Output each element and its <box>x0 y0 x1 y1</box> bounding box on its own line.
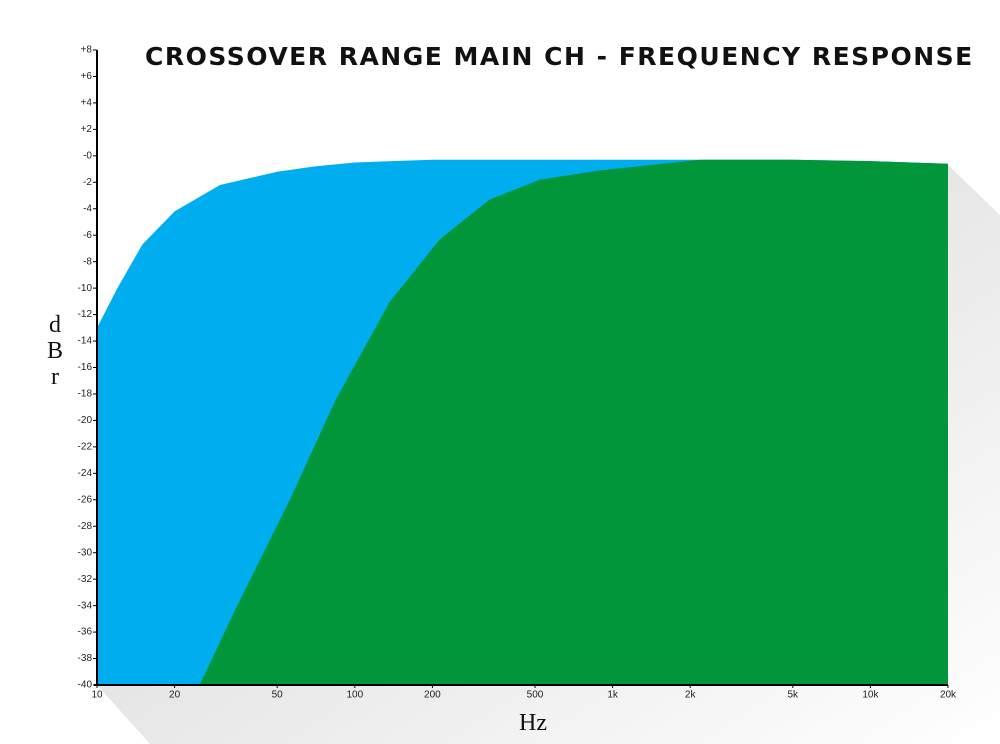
x-tick-label: 1k <box>607 690 619 701</box>
y-tick-label: -22 <box>78 442 93 453</box>
y-tick-label: -14 <box>78 336 93 347</box>
y-tick-label: -26 <box>78 494 93 505</box>
x-tick-label: 20k <box>940 690 957 701</box>
y-tick-label: -30 <box>78 547 93 558</box>
x-tick-label: 10 <box>91 690 103 701</box>
y-tick-label: +4 <box>81 98 93 109</box>
y-tick-label: -38 <box>78 653 93 664</box>
x-tick-label: 5k <box>788 690 800 701</box>
chart-title: CROSSOVER RANGE MAIN CH - FREQUENCY RESP… <box>145 42 974 71</box>
y-tick-label: -24 <box>78 468 93 479</box>
area <box>199 159 949 686</box>
y-tick-label: -10 <box>78 283 93 294</box>
x-tick-label: 10k <box>862 690 879 701</box>
x-axis-label: Hz <box>519 710 547 736</box>
y-tick-label: -6 <box>83 230 92 241</box>
y-tick-label: -4 <box>83 203 92 214</box>
y-axis-label: dBr <box>42 312 68 390</box>
y-tick-label: -2 <box>83 177 92 188</box>
y-tick-label: -0 <box>83 150 92 161</box>
x-tick-label: 2k <box>685 690 697 701</box>
x-tick-label: 50 <box>272 690 284 701</box>
y-tick-label: -32 <box>78 574 93 585</box>
x-tick-label: 100 <box>346 690 363 701</box>
y-tick-label: -18 <box>78 389 93 400</box>
shadow <box>97 165 1000 744</box>
y-tick-label: +2 <box>81 124 93 135</box>
y-tick-label: -8 <box>83 256 92 267</box>
x-tick-label: 200 <box>424 690 441 701</box>
y-tick-label: -28 <box>78 521 93 532</box>
y-tick-label: -20 <box>78 415 93 426</box>
plot-area: +8 +6 +4 +2 -0 -2 -4 -6 -8 -10 -12 -14 -16 -18 -20 -22 -… <box>78 45 958 701</box>
y-tick-label: +8 <box>81 45 93 56</box>
x-tick-label: 500 <box>527 690 544 701</box>
y-tick-label: -16 <box>78 362 93 373</box>
y-tick-label: -34 <box>78 600 93 611</box>
y-tick-label: -40 <box>78 680 93 691</box>
x-tick-label: 20 <box>169 690 181 701</box>
y-tick-label: -36 <box>78 627 93 638</box>
y-tick-label: +6 <box>81 71 93 82</box>
y-tick-label: -12 <box>78 309 93 320</box>
